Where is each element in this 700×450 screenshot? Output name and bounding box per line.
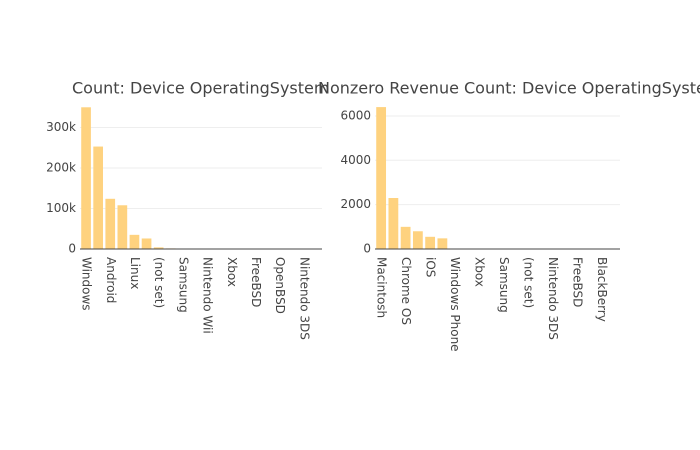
chart-title: Count: Device OperatingSystem xyxy=(72,79,329,98)
x-tick-label: (not set) xyxy=(152,257,166,308)
bar xyxy=(153,247,164,249)
y-tick-label: 0 xyxy=(363,242,371,256)
x-tick-label: BlackBerry xyxy=(595,257,609,322)
x-tick-label: Chrome OS xyxy=(399,257,413,325)
bar xyxy=(425,236,436,249)
y-tick-label: 0 xyxy=(68,242,76,256)
x-tick-label: Macintosh xyxy=(375,257,389,318)
x-tick-label: Windows xyxy=(80,257,94,311)
y-tick-label: 100k xyxy=(46,201,76,215)
bar xyxy=(81,107,91,249)
x-tick-label: Nintendo Wii xyxy=(201,257,215,334)
x-tick-label: Nintendo 3DS xyxy=(297,257,311,340)
y-tick-label: 300k xyxy=(46,120,76,134)
x-tick-label: FreeBSD xyxy=(249,257,263,307)
x-tick-label: Samsung xyxy=(497,257,511,313)
y-tick-label: 6000 xyxy=(340,108,371,122)
bar xyxy=(437,238,448,249)
bar xyxy=(388,198,399,249)
bar xyxy=(105,198,116,249)
bar xyxy=(129,234,140,249)
x-tick-label: Android xyxy=(104,257,118,303)
x-tick-label: Samsung xyxy=(176,257,190,313)
bar xyxy=(400,226,411,249)
y-tick-label: 4000 xyxy=(340,153,371,167)
chart-title: Nonzero Revenue Count: Device OperatingS… xyxy=(318,79,700,98)
y-tick-label: 2000 xyxy=(340,197,371,211)
y-tick-label: 200k xyxy=(46,161,76,175)
bar xyxy=(141,238,152,249)
x-tick-label: OpenBSD xyxy=(273,257,287,314)
x-tick-label: FreeBSD xyxy=(571,257,585,307)
x-tick-label: Linux xyxy=(128,257,142,289)
bar xyxy=(117,205,128,249)
x-tick-label: Xbox xyxy=(473,257,487,287)
x-tick-label: Xbox xyxy=(225,257,239,287)
x-tick-label: iOS xyxy=(424,257,438,277)
x-tick-label: (not set) xyxy=(522,257,536,308)
bar xyxy=(376,107,387,249)
x-tick-label: Nintendo 3DS xyxy=(546,257,560,340)
bar xyxy=(412,231,423,249)
x-tick-label: Windows Phone xyxy=(448,257,462,352)
bar xyxy=(93,146,103,249)
